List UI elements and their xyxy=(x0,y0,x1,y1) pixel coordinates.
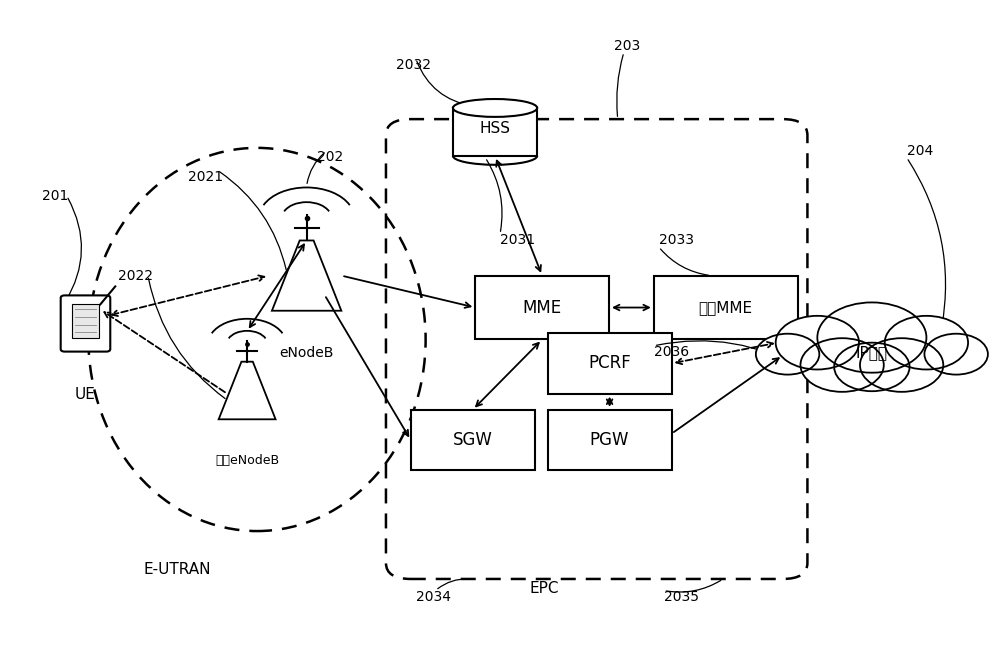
Text: MME: MME xyxy=(523,298,562,316)
Circle shape xyxy=(817,302,926,373)
Text: eNodeB: eNodeB xyxy=(279,346,334,360)
Text: 203: 203 xyxy=(614,39,640,52)
Text: 2032: 2032 xyxy=(396,58,431,72)
Text: 2031: 2031 xyxy=(500,234,535,247)
Text: 其它eNodeB: 其它eNodeB xyxy=(215,454,279,467)
Text: 201: 201 xyxy=(42,189,68,203)
Text: UE: UE xyxy=(75,388,96,402)
Text: EPC: EPC xyxy=(530,581,559,596)
Circle shape xyxy=(756,334,819,375)
Text: PCRF: PCRF xyxy=(588,355,631,373)
Text: 2034: 2034 xyxy=(416,590,451,604)
Circle shape xyxy=(800,338,884,392)
Text: 2036: 2036 xyxy=(654,345,689,359)
Bar xyxy=(548,410,672,470)
Text: 2022: 2022 xyxy=(118,269,153,283)
Circle shape xyxy=(924,334,988,375)
FancyBboxPatch shape xyxy=(61,296,110,351)
Circle shape xyxy=(860,338,943,392)
Text: 2035: 2035 xyxy=(664,590,699,604)
Text: IP业务: IP业务 xyxy=(856,345,888,360)
Bar xyxy=(453,108,537,156)
Bar xyxy=(72,304,99,338)
Text: 202: 202 xyxy=(317,151,343,164)
Bar xyxy=(654,276,798,340)
Text: 2033: 2033 xyxy=(659,234,694,247)
Text: 2021: 2021 xyxy=(188,170,223,184)
Text: 204: 204 xyxy=(907,144,933,158)
Text: E-UTRAN: E-UTRAN xyxy=(144,562,211,577)
Text: 其它MME: 其它MME xyxy=(699,300,753,315)
Text: PGW: PGW xyxy=(590,431,629,449)
Polygon shape xyxy=(219,362,276,419)
Text: HSS: HSS xyxy=(480,121,511,137)
Bar xyxy=(475,276,609,340)
Text: SGW: SGW xyxy=(453,431,493,449)
Circle shape xyxy=(885,316,968,369)
Bar xyxy=(411,410,535,470)
Polygon shape xyxy=(272,241,341,311)
Circle shape xyxy=(834,343,910,391)
Circle shape xyxy=(776,316,859,369)
Ellipse shape xyxy=(453,99,537,117)
Bar xyxy=(548,333,672,394)
